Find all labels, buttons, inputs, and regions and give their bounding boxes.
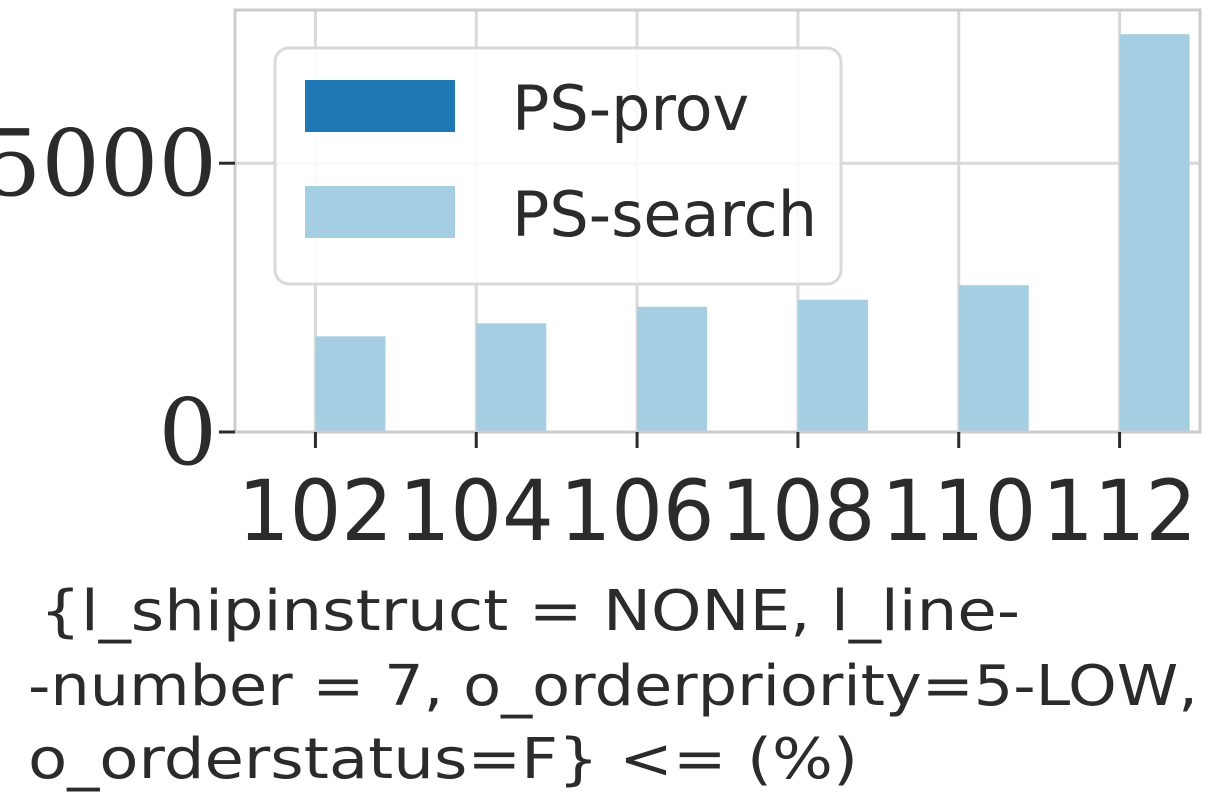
bars <box>315 34 1190 433</box>
x-tick-label: 102 <box>238 462 393 560</box>
x-axis-label-line: {l_shipinstruct = NONE, l_line- <box>40 579 1020 644</box>
x-tick-label: 110 <box>881 462 1036 560</box>
x-axis-label-line: -number = 7, o_orderpriority=5-LOW, <box>28 654 1198 719</box>
bar-ps-search-106 <box>637 306 708 432</box>
bar-ps-search-102 <box>315 336 386 432</box>
x-tick-label: 112 <box>1042 462 1197 560</box>
x-tick-label: 106 <box>560 462 715 560</box>
y-tick-label: 0 <box>158 379 217 486</box>
plot-frame <box>233 8 1202 434</box>
legend: PS-prov PS-search <box>273 46 843 286</box>
bar-ps-search-110 <box>958 285 1029 432</box>
bar-ps-search-104 <box>476 323 547 432</box>
bar-ps-search-108 <box>797 299 868 432</box>
legend-swatch-ps-prov <box>305 80 455 132</box>
bar-ps-search-112 <box>1119 34 1190 433</box>
x-axis-label: {l_shipinstruct = NONE, l_line- -number =… <box>28 579 1198 792</box>
legend-label: PS-prov <box>512 72 749 145</box>
y-tick-label: 5000 <box>0 110 217 217</box>
x-axis-label-line: o_orderstatus=F} <= (%) <box>28 727 858 792</box>
legend-label: PS-search <box>512 178 817 251</box>
legend-swatch-ps-search <box>305 186 455 238</box>
x-tick-label: 108 <box>720 462 875 560</box>
x-tick-label: 104 <box>399 462 554 560</box>
ticks: 0 5000 102 104 106 108 110 112 <box>0 110 1197 560</box>
